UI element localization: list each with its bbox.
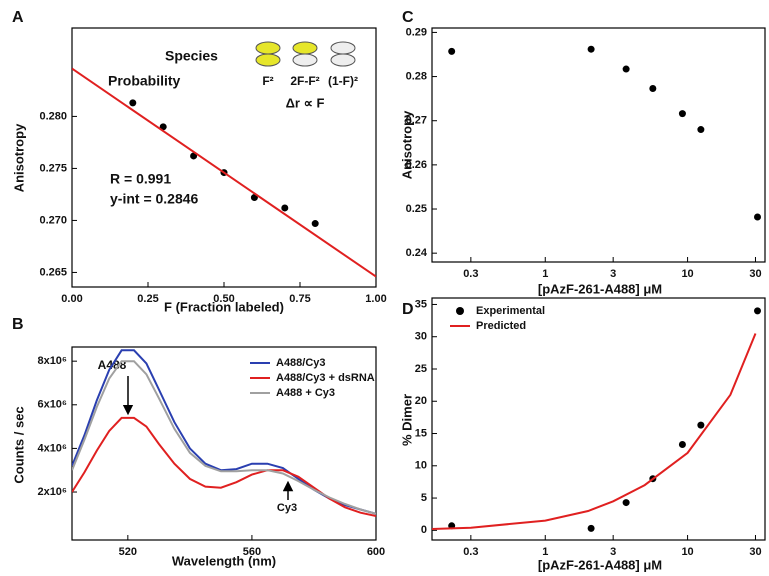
data-point xyxy=(448,47,456,55)
x-axis-label: Wavelength (nm) xyxy=(172,553,276,568)
species-icons xyxy=(255,41,356,67)
x-tick-label: 30 xyxy=(749,546,761,558)
y-tick-label: 0.24 xyxy=(406,247,428,259)
y-tick-label: 0.29 xyxy=(406,26,427,38)
y-tick-label: 5 xyxy=(421,492,427,504)
data-point xyxy=(311,220,319,228)
y-tick-label: 0.26 xyxy=(406,159,427,171)
legend-label: A488/Cy3 + dsRNA xyxy=(276,372,375,384)
data-point xyxy=(129,99,137,107)
data-point xyxy=(622,65,630,73)
data-point xyxy=(587,45,595,53)
legend-label: A488/Cy3 xyxy=(276,357,326,369)
plot-frame xyxy=(71,346,377,541)
annotation: Probability xyxy=(108,73,181,89)
panel-label: C xyxy=(402,9,414,26)
y-tick-label: 0.280 xyxy=(39,110,67,122)
y-tick-label: 8x10⁶ xyxy=(37,355,67,367)
x-tick-label: 0.50 xyxy=(213,293,234,305)
x-tick-label: 600 xyxy=(367,546,385,558)
x-tick-label: 3 xyxy=(610,268,616,280)
x-tick-label: 3 xyxy=(610,546,616,558)
data-line xyxy=(432,333,757,530)
data-line xyxy=(72,67,376,278)
y-tick-label: 35 xyxy=(415,298,427,310)
x-tick-label: 520 xyxy=(119,546,137,558)
y-tick-label: 20 xyxy=(415,395,427,407)
y-tick-label: 0.270 xyxy=(39,214,67,226)
legend-label: Predicted xyxy=(476,320,526,332)
annotation: 2F-F² xyxy=(290,74,319,88)
y-tick-label: 0.275 xyxy=(39,162,67,174)
data-point xyxy=(753,307,761,315)
data-point xyxy=(697,421,705,429)
data-point xyxy=(281,204,289,212)
x-tick-label: 0.3 xyxy=(463,268,478,280)
y-tick-label: 0.25 xyxy=(406,203,427,215)
plot-frame xyxy=(71,27,377,288)
x-axis-label: F (Fraction labeled) xyxy=(164,299,284,314)
y-tick-label: 25 xyxy=(415,363,427,375)
x-tick-label: 30 xyxy=(749,268,761,280)
plot-frame xyxy=(431,297,766,541)
y-axis-label: Counts / sec xyxy=(11,406,26,483)
y-tick-label: 0.28 xyxy=(406,70,427,82)
data-point xyxy=(649,84,657,92)
x-tick-label: 1 xyxy=(542,268,548,280)
plot-frame xyxy=(431,27,766,263)
x-axis-label: [pAzF-261-A488] μM xyxy=(538,557,662,572)
data-line xyxy=(72,360,376,515)
y-axis-label: Anisotropy xyxy=(399,110,414,179)
annotation: (1-F)² xyxy=(328,74,358,88)
y-axis-label: % Dimer xyxy=(399,394,414,446)
y-tick-label: 30 xyxy=(415,331,427,343)
legend-label: A488 + Cy3 xyxy=(276,387,335,399)
x-tick-label: 0.00 xyxy=(61,293,82,305)
panel-label: B xyxy=(12,316,24,333)
y-axis-label: Anisotropy xyxy=(11,123,26,192)
x-tick-label: 10 xyxy=(681,268,693,280)
x-tick-label: 0.75 xyxy=(289,293,310,305)
annotation: Δr ∝ F xyxy=(286,95,325,110)
data-line xyxy=(72,416,376,517)
y-tick-label: 2x10⁶ xyxy=(37,486,67,498)
panel-label: A xyxy=(12,9,24,26)
legend-label: Experimental xyxy=(476,305,545,317)
annotation: R = 0.991 xyxy=(110,171,171,187)
x-axis-label: [pAzF-261-A488] μM xyxy=(538,281,662,296)
annotation: Species xyxy=(165,48,218,64)
data-point xyxy=(587,524,595,532)
y-tick-label: 0.27 xyxy=(406,115,427,127)
panel-label: D xyxy=(402,301,414,318)
data-point xyxy=(697,126,705,134)
x-tick-label: 1 xyxy=(542,546,548,558)
y-tick-label: 0.265 xyxy=(39,266,67,278)
x-tick-label: 0.3 xyxy=(463,546,478,558)
data-point xyxy=(678,440,686,448)
data-point xyxy=(753,213,761,221)
data-point xyxy=(678,110,686,118)
data-point xyxy=(159,123,167,131)
y-tick-label: 4x10⁶ xyxy=(37,442,67,454)
y-tick-label: 0 xyxy=(421,524,427,536)
y-tick-label: 10 xyxy=(415,460,427,472)
y-tick-label: 6x10⁶ xyxy=(37,399,67,411)
annotation: Cy3 xyxy=(277,502,297,514)
annotation: y-int = 0.2846 xyxy=(110,191,199,207)
x-tick-label: 0.25 xyxy=(137,293,158,305)
y-tick-label: 15 xyxy=(415,427,427,439)
data-point xyxy=(622,499,630,507)
legend-marker xyxy=(456,307,464,315)
x-tick-label: 1.00 xyxy=(365,293,386,305)
x-tick-label: 560 xyxy=(243,546,261,558)
x-tick-label: 10 xyxy=(681,546,693,558)
annotation: F² xyxy=(262,74,273,88)
